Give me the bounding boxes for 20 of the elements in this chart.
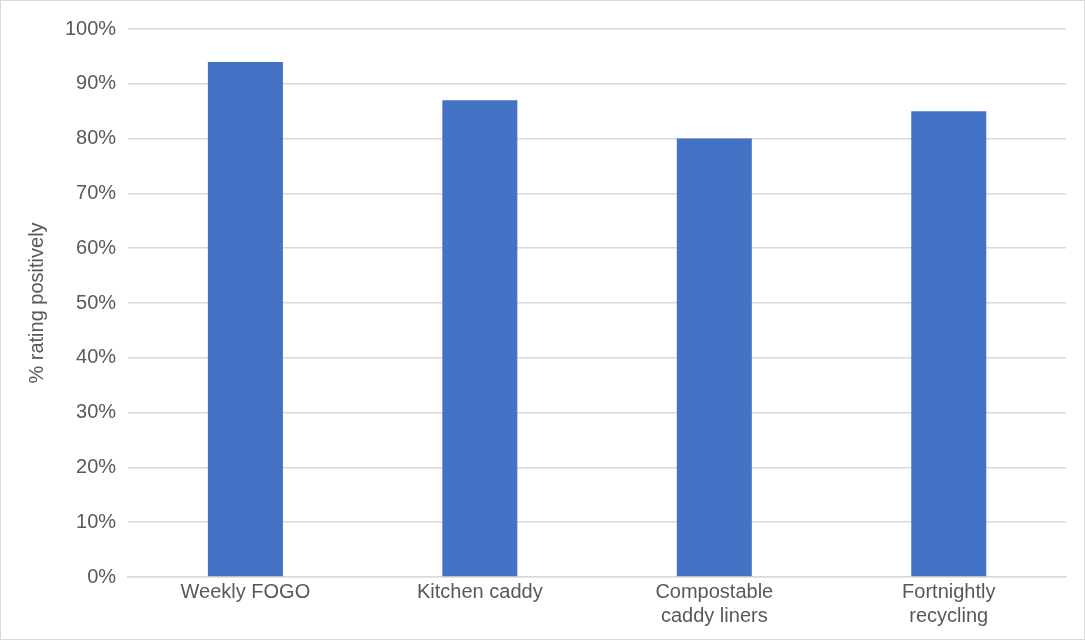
y-tick-label: 70% (76, 180, 117, 203)
y-tick-label: 40% (76, 345, 117, 368)
y-tick-label: 10% (76, 509, 117, 532)
y-tick-label: 80% (76, 126, 117, 149)
bar (676, 138, 752, 577)
y-tick-label: 0% (87, 564, 117, 587)
x-tick-label: Fortnightly recycling (902, 579, 996, 626)
bar (207, 61, 283, 577)
x-tick-label: Compostable caddy liners (655, 579, 774, 626)
bar (442, 100, 518, 577)
bar (911, 111, 987, 577)
y-tick-label: 90% (76, 71, 117, 94)
y-tick-label: 30% (76, 400, 117, 423)
x-tick-label: Weekly FOGO (180, 579, 311, 602)
y-axis-title: % rating positively (24, 222, 47, 384)
y-tick-label: 20% (76, 454, 117, 477)
y-tick-label: 50% (76, 290, 117, 313)
y-tick-label: 60% (76, 235, 117, 258)
x-tick-label: Kitchen caddy (417, 579, 543, 602)
y-tick-label: 100% (65, 16, 117, 39)
